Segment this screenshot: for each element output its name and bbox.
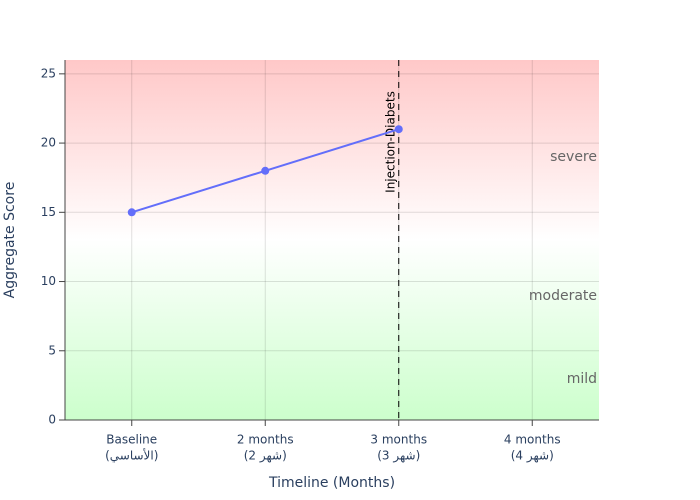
x-tick-label: 3 months — [370, 433, 427, 447]
x-tick-note: (شهر 4) — [511, 449, 554, 464]
y-tick-label: 5 — [48, 343, 56, 357]
x-tick-note: (شهر 2) — [244, 449, 287, 464]
data-point — [394, 125, 403, 134]
zone-label: moderate — [529, 288, 597, 304]
zone-label: severe — [550, 149, 597, 165]
zone-label: mild — [567, 371, 597, 387]
x-tick-label: Baseline — [106, 433, 157, 447]
x-axis-title: Timeline (Months) — [268, 475, 395, 491]
x-tick-label: 4 months — [504, 433, 561, 447]
y-axis-title: Aggregate Score — [2, 182, 18, 299]
y-tick-label: 0 — [48, 413, 56, 427]
y-tick-label: 20 — [41, 136, 56, 150]
y-tick-label: 15 — [41, 205, 56, 219]
x-tick-label: 2 months — [237, 433, 294, 447]
data-point — [261, 166, 270, 175]
y-tick-label: 10 — [41, 274, 56, 288]
plot-background — [65, 60, 599, 420]
x-tick-note: (شهر 3) — [377, 449, 420, 464]
x-tick-note: (الأساسي) — [105, 448, 158, 463]
event-label: Injection-Diabets — [383, 91, 397, 193]
data-point — [127, 208, 136, 217]
y-tick-label: 25 — [41, 66, 56, 80]
